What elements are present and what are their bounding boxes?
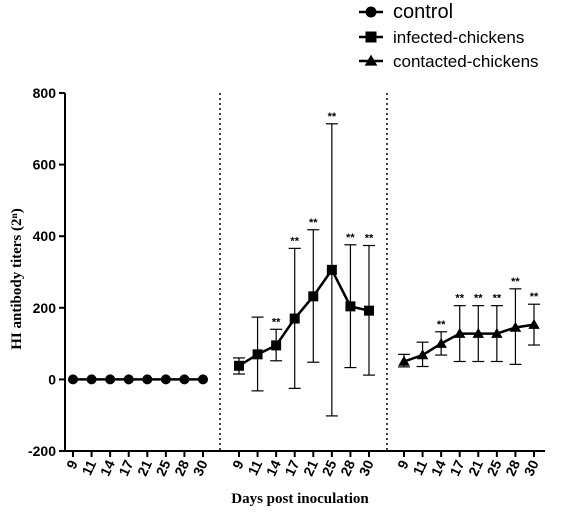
- x-tick-label: 11: [245, 457, 266, 477]
- data-point: [86, 374, 97, 385]
- y-tick-label: 800: [33, 85, 57, 101]
- x-tick-label: 28: [502, 457, 523, 478]
- significance-label: **: [328, 111, 337, 123]
- y-axis-title: HI antibody titers (2ⁿ): [9, 208, 25, 349]
- legend: control infected-chickens contacted-chicke…: [359, 1, 539, 71]
- x-tick-label: 17: [281, 457, 302, 478]
- data-point: [364, 305, 374, 316]
- data-point: [528, 318, 540, 329]
- data-point: [416, 349, 429, 360]
- significance-label: **: [511, 276, 520, 288]
- significance-label: **: [272, 316, 281, 328]
- series-contacted-chickens: ** ** ** ** ** **: [398, 276, 540, 368]
- x-tick-label: 17: [446, 457, 467, 478]
- significance-label: **: [474, 293, 483, 305]
- significance-label: **: [530, 291, 539, 303]
- x-tick-label: 21: [134, 457, 155, 478]
- significance-label: **: [309, 217, 318, 229]
- data-point: [345, 301, 356, 312]
- significance-label: **: [346, 232, 355, 244]
- data-point: [435, 337, 447, 348]
- x-tick-label: 14: [97, 457, 118, 478]
- x-tick-label: 25: [152, 457, 173, 478]
- x-tick-label: 25: [318, 457, 339, 478]
- x-tick-label: 25: [483, 457, 504, 478]
- data-point: [160, 374, 171, 385]
- data-point: [398, 355, 410, 366]
- legend-item-infected-chickens: infected-chickens: [359, 28, 524, 47]
- significance-label: **: [290, 235, 299, 247]
- significance-label: **: [493, 293, 502, 305]
- legend-label: infected-chickens: [393, 28, 524, 47]
- series-infected-chickens: ** ** ** ** ** **: [233, 111, 375, 417]
- y-tick-label: 0: [48, 371, 56, 387]
- plot-area: ** ** ** ** ** ** ** ** ** ** ** **: [68, 111, 540, 417]
- data-point: [105, 374, 116, 385]
- data-point: [198, 374, 208, 385]
- x-tick-label: 9: [63, 457, 81, 471]
- y-tick-label: 600: [33, 157, 57, 173]
- x-tick-label: 30: [356, 457, 377, 478]
- y-tick-label: 400: [33, 228, 57, 244]
- x-tick-label: 9: [229, 457, 247, 471]
- x-tick-label: 28: [337, 457, 358, 478]
- significance-label: **: [365, 233, 374, 245]
- data-point: [326, 264, 337, 275]
- x-tick-label: 21: [465, 457, 486, 478]
- data-point: [234, 360, 244, 371]
- x-tick-label: 30: [521, 457, 542, 478]
- legend-marker: [365, 31, 377, 43]
- x-tick-label: 28: [171, 457, 192, 478]
- data-point: [308, 291, 319, 302]
- significance-label: **: [455, 293, 464, 305]
- legend-marker: [364, 54, 378, 66]
- legend-label: contacted-chickens: [393, 52, 539, 71]
- data-point: [68, 374, 78, 385]
- x-tick-label: 14: [263, 457, 284, 478]
- data-point: [509, 321, 522, 332]
- data-point: [179, 374, 190, 385]
- data-point: [289, 313, 300, 324]
- x-tick-label: 11: [410, 457, 431, 477]
- legend-marker: [365, 6, 377, 18]
- y-tick-label: 200: [33, 300, 57, 316]
- data-point: [252, 349, 263, 360]
- x-tick-label: 9: [394, 457, 412, 471]
- x-tick-label: 17: [115, 457, 136, 478]
- x-tick-label: 11: [79, 457, 100, 477]
- data-point: [453, 327, 466, 338]
- y-tick-label: -200: [28, 443, 56, 459]
- data-point: [491, 327, 503, 338]
- legend-item-control: control: [359, 1, 453, 23]
- x-tick-label: 21: [300, 457, 321, 478]
- legend-item-contacted-chickens: contacted-chickens: [359, 52, 539, 71]
- data-point: [142, 374, 153, 385]
- data-point: [472, 327, 485, 338]
- series-control: [68, 374, 208, 385]
- data-point: [123, 374, 134, 385]
- x-tick-label: 30: [190, 457, 211, 478]
- legend-label: control: [393, 1, 453, 23]
- x-axis-title: Days post inoculation: [231, 491, 369, 507]
- x-tick-label: 14: [428, 457, 449, 478]
- significance-label: **: [437, 319, 446, 331]
- data-point: [271, 340, 282, 351]
